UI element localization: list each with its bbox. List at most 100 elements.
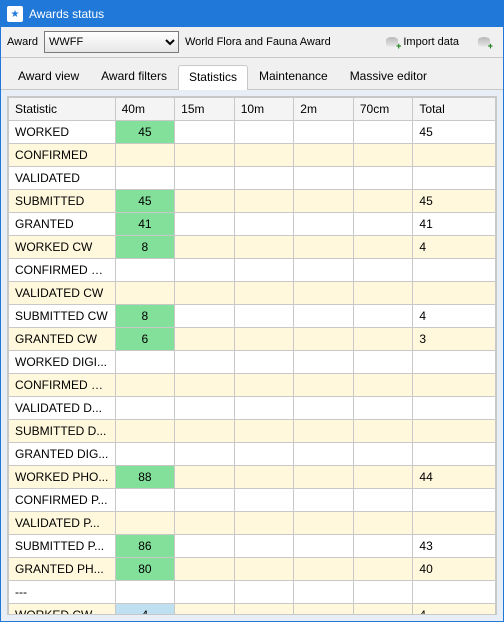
- table-row[interactable]: WORKED DIGI...: [9, 351, 496, 374]
- tab-statistics[interactable]: Statistics: [178, 65, 248, 90]
- database-icon: +: [477, 35, 491, 49]
- band-cell: [294, 581, 354, 604]
- band-cell: [294, 604, 354, 616]
- tab-maintenance[interactable]: Maintenance: [248, 64, 339, 89]
- table-row[interactable]: SUBMITTED CW84: [9, 305, 496, 328]
- band-cell: [234, 604, 294, 616]
- table-row[interactable]: SUBMITTED D...: [9, 420, 496, 443]
- band-cell: 41: [115, 213, 175, 236]
- band-cell: [353, 535, 413, 558]
- band-cell: [294, 466, 354, 489]
- band-cell: [353, 512, 413, 535]
- tab-award-filters[interactable]: Award filters: [90, 64, 178, 89]
- band-cell: [234, 190, 294, 213]
- table-row[interactable]: WORKED CW84: [9, 236, 496, 259]
- band-cell: [115, 282, 175, 305]
- band-cell: [115, 144, 175, 167]
- band-cell: 45: [115, 121, 175, 144]
- statistics-grid: Statistic40m15m10m2m70cmTotal WORKED4545…: [7, 96, 497, 615]
- import-data-button[interactable]: + Import data: [379, 33, 465, 51]
- band-cell: [234, 305, 294, 328]
- band-cell: [353, 305, 413, 328]
- total-cell: [413, 144, 496, 167]
- band-cell: [294, 443, 354, 466]
- total-cell: [413, 489, 496, 512]
- band-cell: [294, 420, 354, 443]
- table-row[interactable]: GRANTED DIG...: [9, 443, 496, 466]
- band-cell: 80: [115, 558, 175, 581]
- table-row[interactable]: WORKED PHO...8844: [9, 466, 496, 489]
- import-more-button[interactable]: +: [471, 33, 497, 51]
- table-row[interactable]: SUBMITTED4545: [9, 190, 496, 213]
- table-row[interactable]: WORKED CW44: [9, 604, 496, 616]
- statistic-label: SUBMITTED CW: [9, 305, 116, 328]
- tab-massive-editor[interactable]: Massive editor: [339, 64, 438, 89]
- band-cell: [294, 213, 354, 236]
- band-cell: [115, 512, 175, 535]
- statistic-label: WORKED CW: [9, 604, 116, 616]
- statistic-label: CONFIRMED P...: [9, 489, 116, 512]
- total-cell: [413, 443, 496, 466]
- statistic-label: CONFIRMED: [9, 144, 116, 167]
- band-cell: [115, 167, 175, 190]
- band-cell: [175, 604, 235, 616]
- band-cell: [353, 236, 413, 259]
- statistic-label: VALIDATED: [9, 167, 116, 190]
- award-select[interactable]: WWFF: [44, 31, 179, 53]
- band-cell: [353, 282, 413, 305]
- col-2m[interactable]: 2m: [294, 98, 354, 121]
- table-row[interactable]: CONFIRMED CW: [9, 259, 496, 282]
- statistic-label: GRANTED DIG...: [9, 443, 116, 466]
- table-row[interactable]: WORKED4545: [9, 121, 496, 144]
- band-cell: [175, 512, 235, 535]
- col-10m[interactable]: 10m: [234, 98, 294, 121]
- table-row[interactable]: VALIDATED CW: [9, 282, 496, 305]
- band-cell: [234, 535, 294, 558]
- band-cell: [234, 374, 294, 397]
- col-70cm[interactable]: 70cm: [353, 98, 413, 121]
- band-cell: [115, 351, 175, 374]
- col-total[interactable]: Total: [413, 98, 496, 121]
- table-row[interactable]: CONFIRMED D...: [9, 374, 496, 397]
- band-cell: [234, 489, 294, 512]
- table-row[interactable]: GRANTED PH...8040: [9, 558, 496, 581]
- band-cell: [234, 558, 294, 581]
- band-cell: [175, 466, 235, 489]
- table-row[interactable]: GRANTED4141: [9, 213, 496, 236]
- col-15m[interactable]: 15m: [175, 98, 235, 121]
- band-cell: [115, 397, 175, 420]
- col-40m[interactable]: 40m: [115, 98, 175, 121]
- band-cell: [175, 397, 235, 420]
- band-cell: [294, 489, 354, 512]
- table-row[interactable]: CONFIRMED: [9, 144, 496, 167]
- table-row[interactable]: GRANTED CW63: [9, 328, 496, 351]
- table-row[interactable]: VALIDATED: [9, 167, 496, 190]
- band-cell: [234, 259, 294, 282]
- window-title: Awards status: [29, 7, 104, 21]
- col-statistic[interactable]: Statistic: [9, 98, 116, 121]
- table-row[interactable]: VALIDATED D...: [9, 397, 496, 420]
- band-cell: [234, 351, 294, 374]
- band-cell: [115, 489, 175, 512]
- statistic-label: SUBMITTED D...: [9, 420, 116, 443]
- statistic-label: GRANTED CW: [9, 328, 116, 351]
- total-cell: 44: [413, 466, 496, 489]
- table-row[interactable]: VALIDATED P...: [9, 512, 496, 535]
- tab-award-view[interactable]: Award view: [7, 64, 90, 89]
- band-cell: [175, 213, 235, 236]
- table-row[interactable]: ---: [9, 581, 496, 604]
- band-cell: [115, 581, 175, 604]
- total-cell: [413, 282, 496, 305]
- statistic-label: VALIDATED P...: [9, 512, 116, 535]
- table-row[interactable]: CONFIRMED P...: [9, 489, 496, 512]
- titlebar[interactable]: ★ Awards status: [1, 1, 503, 27]
- award-label: Award: [7, 36, 38, 48]
- band-cell: [234, 581, 294, 604]
- band-cell: [175, 535, 235, 558]
- award-toolbar: Award WWFF World Flora and Fauna Award +…: [1, 27, 503, 58]
- total-cell: 41: [413, 213, 496, 236]
- band-cell: [234, 512, 294, 535]
- band-cell: [353, 397, 413, 420]
- total-cell: [413, 581, 496, 604]
- table-row[interactable]: SUBMITTED P...8643: [9, 535, 496, 558]
